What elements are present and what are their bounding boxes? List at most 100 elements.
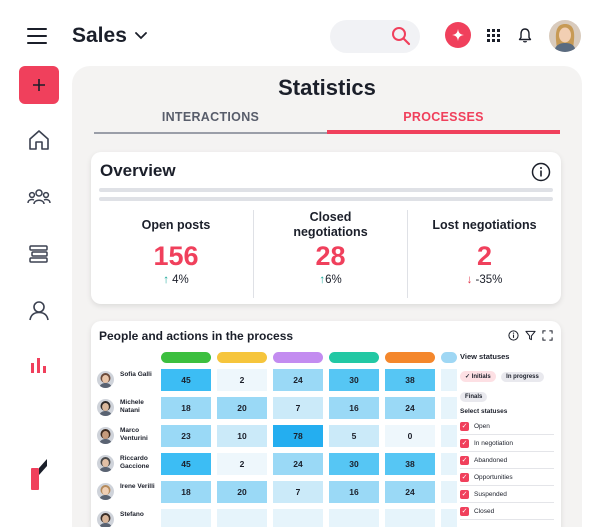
table-cell[interactable] [441, 425, 457, 447]
table-cell[interactable] [441, 453, 457, 475]
view-statuses-title: View statuses [460, 352, 510, 361]
stat-label: Closed negotiations [293, 210, 368, 239]
table-cell[interactable]: 24 [385, 481, 435, 503]
hamburger-menu-icon[interactable] [27, 28, 47, 44]
table-cell[interactable] [441, 509, 457, 527]
status-checkbox-item[interactable]: ✓ Suspended [460, 486, 554, 503]
table-cell[interactable]: 45 [161, 453, 211, 475]
table-cell[interactable]: 16 [329, 397, 379, 419]
table-row[interactable]: Irene Verilli 18 20 7 16 24 [97, 481, 457, 503]
checkbox-checked-icon[interactable]: ✓ [460, 472, 469, 482]
table-cell[interactable]: 5 [329, 425, 379, 447]
status-label: Open [474, 422, 490, 430]
user-avatar[interactable] [549, 20, 581, 52]
pipeline-icon[interactable] [26, 241, 52, 267]
stage-pill[interactable] [441, 352, 457, 363]
table-cell[interactable]: 2 [217, 453, 267, 475]
table-cell[interactable]: 20 [217, 481, 267, 503]
overview-title: Overview [100, 161, 176, 180]
status-checkbox-item[interactable]: ✓ Opportunities [460, 469, 554, 486]
tab-processes[interactable]: PROCESSES [327, 110, 560, 134]
workspace-selector[interactable]: Sales [72, 24, 147, 48]
stage-pill[interactable] [385, 352, 435, 363]
select-statuses-title: Select statuses [460, 408, 508, 415]
page-title: Statistics [278, 75, 376, 100]
search-input[interactable] [330, 20, 420, 53]
stage-pill[interactable] [217, 352, 267, 363]
stat-value: 28 [315, 241, 346, 271]
checkbox-checked-icon[interactable]: ✓ [460, 438, 469, 448]
table-cell[interactable]: 2 [217, 369, 267, 391]
status-checkbox-item[interactable]: ✓ Open [460, 418, 554, 435]
status-checkbox-item[interactable]: ✓ Closed [460, 503, 554, 520]
apps-grid-icon[interactable] [487, 29, 500, 42]
table-cell[interactable] [329, 509, 379, 527]
table-cell[interactable]: 30 [329, 369, 379, 391]
user-profile-icon[interactable] [26, 297, 52, 323]
stage-pill[interactable] [273, 352, 323, 363]
statistics-icon[interactable] [26, 352, 52, 378]
arrow-up-icon: ↑ [319, 274, 326, 286]
table-cell[interactable]: 38 [385, 453, 435, 475]
table-cell[interactable]: 30 [329, 453, 379, 475]
table-row[interactable]: Stefano [97, 509, 457, 527]
ai-assistant-button[interactable] [445, 22, 471, 48]
table-cell[interactable]: 38 [385, 369, 435, 391]
table-cell[interactable]: 0 [385, 425, 435, 447]
add-button[interactable] [19, 66, 59, 104]
table-cell[interactable] [441, 481, 457, 503]
bell-icon[interactable] [517, 27, 533, 44]
search-icon[interactable] [390, 25, 412, 47]
table-cell[interactable]: 23 [161, 425, 211, 447]
table-row[interactable]: Michele Natani 18 20 7 16 24 [97, 397, 457, 419]
brand-logo-icon [31, 459, 47, 490]
info-icon[interactable] [531, 162, 551, 182]
tab-interactions[interactable]: INTERACTIONS [94, 110, 327, 134]
table-cell[interactable]: 24 [273, 453, 323, 475]
table-cell[interactable] [217, 509, 267, 527]
stage-pill[interactable] [329, 352, 379, 363]
table-cell[interactable]: 7 [273, 397, 323, 419]
filter-icon[interactable] [525, 330, 536, 341]
checkbox-checked-icon[interactable]: ✓ [460, 455, 469, 465]
status-label: In negotiation [474, 439, 514, 447]
table-cell[interactable] [441, 397, 457, 419]
stat-open-posts: Open posts 156 ↑ 4% [99, 210, 253, 298]
person-avatar [97, 483, 114, 500]
table-row[interactable]: Riccardo Gaccione 45 2 24 30 38 [97, 453, 457, 475]
expand-icon[interactable] [542, 330, 553, 341]
info-icon[interactable] [508, 330, 519, 341]
table-cell[interactable]: 24 [385, 397, 435, 419]
process-card: People and actions in the process Sofia … [91, 321, 561, 527]
status-checkbox-item[interactable]: ✓ Abandoned [460, 452, 554, 469]
chip-initials[interactable]: ✓ Initials [460, 371, 496, 382]
status-checkbox-item[interactable]: ✓ In negotiation [460, 435, 554, 452]
table-cell[interactable]: 7 [273, 481, 323, 503]
table-cell[interactable]: 18 [161, 481, 211, 503]
contacts-icon[interactable] [26, 184, 52, 210]
person-name: Marco Venturini [120, 427, 148, 442]
table-cell[interactable]: 10 [217, 425, 267, 447]
table-row[interactable]: Marco Venturini 23 10 78 5 0 [97, 425, 457, 447]
checkbox-checked-icon[interactable]: ✓ [460, 421, 469, 431]
table-cell[interactable]: 24 [273, 369, 323, 391]
home-icon[interactable] [26, 127, 52, 153]
table-cell[interactable]: 16 [329, 481, 379, 503]
person-avatar [97, 455, 114, 472]
checkbox-checked-icon[interactable]: ✓ [460, 489, 469, 499]
chip-finals[interactable]: Finals [460, 392, 488, 402]
table-cell[interactable] [273, 509, 323, 527]
table-cell[interactable]: 18 [161, 397, 211, 419]
table-cell[interactable] [441, 369, 457, 391]
table-cell[interactable]: 20 [217, 397, 267, 419]
table-cell[interactable]: 45 [161, 369, 211, 391]
table-row[interactable]: Sofia Galli 45 2 24 30 38 [97, 369, 457, 391]
table-cell[interactable]: 78 [273, 425, 323, 447]
stage-pill[interactable] [161, 352, 211, 363]
checkbox-checked-icon[interactable]: ✓ [460, 506, 469, 516]
chip-in-progress[interactable]: In progress [501, 372, 544, 382]
person-avatar [97, 511, 114, 527]
table-cell[interactable] [161, 509, 211, 527]
status-label: Closed [474, 507, 495, 515]
table-cell[interactable] [385, 509, 435, 527]
